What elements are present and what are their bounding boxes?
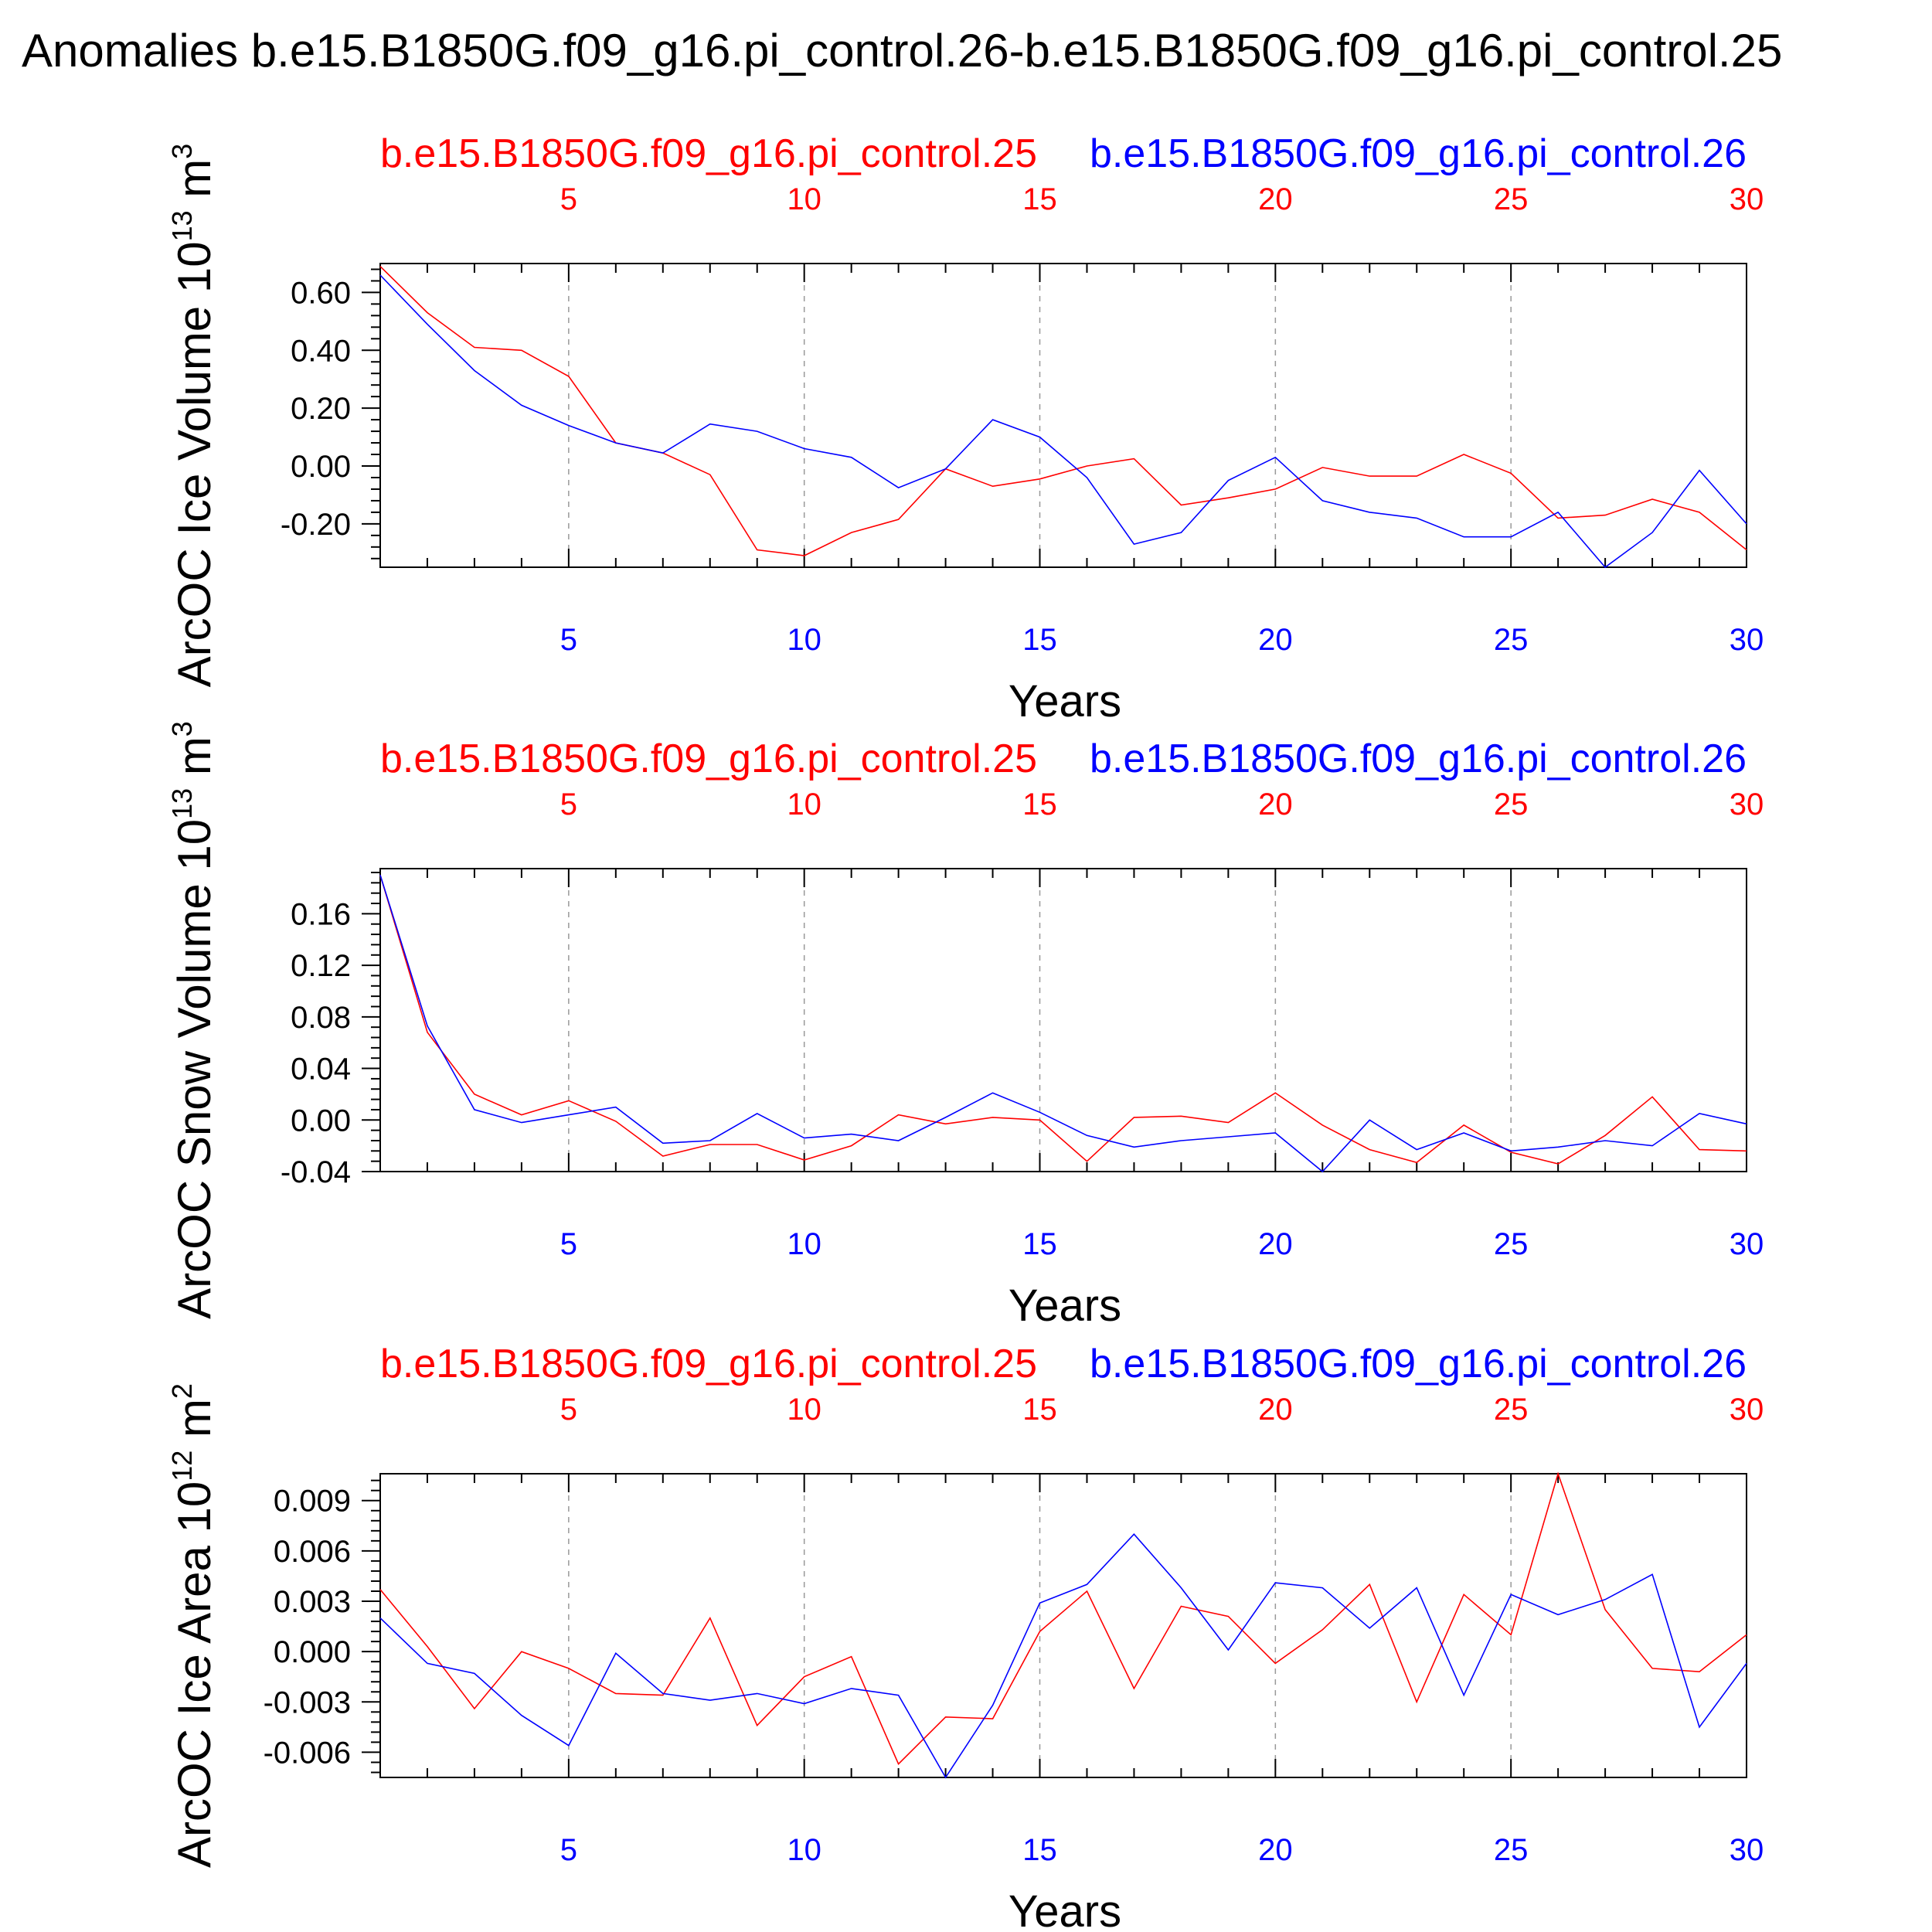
y-tick-label: -0.006 xyxy=(264,1736,351,1770)
y-tick-label: 0.00 xyxy=(291,1104,351,1138)
bottom-x-tick-label: 25 xyxy=(1494,1833,1529,1867)
bottom-x-tick-label: 10 xyxy=(787,1833,821,1867)
top-x-tick-label: 10 xyxy=(787,787,821,821)
series-label-run26: b.e15.B1850G.f09_g16.pi_control.26 xyxy=(1090,1342,1747,1386)
y-tick-label: 0.12 xyxy=(291,949,351,983)
top-x-tick-label: 5 xyxy=(560,1393,577,1427)
plot-frame xyxy=(379,263,1747,568)
figure-title: Anomalies b.e15.B1850G.f09_g16.pi_contro… xyxy=(22,25,1782,77)
chart-panel-3: -0.006 -0.003 0.000 0.003 0.006 0.009 5 5 10 10 15… xyxy=(166,1342,1764,1932)
series-label-run25: b.e15.B1850G.f09_g16.pi_control.25 xyxy=(380,736,1037,781)
bottom-x-tick-label: 10 xyxy=(787,1227,821,1261)
x-axis-label: Years xyxy=(1009,676,1121,726)
y-tick-label: 0.16 xyxy=(291,897,351,931)
bottom-x-tick-label: 20 xyxy=(1258,623,1293,657)
bottom-x-tick-label: 10 xyxy=(787,623,821,657)
top-x-tick-label: 25 xyxy=(1494,1393,1529,1427)
y-tick-label: 0.003 xyxy=(274,1585,351,1619)
y-tick-label: 0.006 xyxy=(274,1535,351,1569)
y-tick-label: 0.20 xyxy=(291,392,351,426)
y-tick-label: -0.003 xyxy=(264,1685,351,1719)
series-label-run26: b.e15.B1850G.f09_g16.pi_control.26 xyxy=(1090,131,1747,176)
bottom-x-tick-label: 15 xyxy=(1022,1227,1057,1261)
bottom-x-tick-label: 30 xyxy=(1730,1227,1764,1261)
top-x-tick-label: 15 xyxy=(1022,1393,1057,1427)
top-x-tick-label: 15 xyxy=(1022,787,1057,821)
bottom-x-tick-label: 25 xyxy=(1494,1227,1529,1261)
y-tick-label: 0.000 xyxy=(274,1635,351,1669)
top-x-tick-label: 25 xyxy=(1494,182,1529,216)
bottom-x-tick-label: 25 xyxy=(1494,623,1529,657)
top-x-tick-label: 10 xyxy=(787,182,821,216)
series-line-run25 xyxy=(379,1471,1747,1765)
plot-frame xyxy=(379,868,1747,1172)
top-x-tick-label: 30 xyxy=(1730,182,1764,216)
chart-panel-2: -0.04 0.00 0.04 0.08 0.12 0.16 5 5 10 10 15 15 20 20 2… xyxy=(166,721,1764,1331)
y-tick-label: 0.40 xyxy=(291,334,351,368)
bottom-x-tick-label: 30 xyxy=(1730,1833,1764,1867)
bottom-x-tick-label: 5 xyxy=(560,1833,577,1867)
y-tick-label: 0.04 xyxy=(291,1053,351,1087)
series-label-run26: b.e15.B1850G.f09_g16.pi_control.26 xyxy=(1090,736,1747,781)
y-tick-label: 0.08 xyxy=(291,1001,351,1035)
top-x-tick-label: 20 xyxy=(1258,787,1293,821)
series-line-run26 xyxy=(379,1533,1747,1779)
bottom-x-tick-label: 5 xyxy=(560,1227,577,1261)
chart-panels: -0.20 0.00 0.20 0.40 0.60 5 5 10 10 15 15 20 20 25 25 3… xyxy=(166,131,1764,1932)
top-x-tick-label: 20 xyxy=(1258,182,1293,216)
y-axis-label: ArcOC Ice Area 1012 m2 xyxy=(166,1383,220,1868)
bottom-x-tick-label: 15 xyxy=(1022,1833,1057,1867)
top-x-tick-label: 10 xyxy=(787,1393,821,1427)
y-tick-label: 0.60 xyxy=(291,276,351,310)
y-axis-label: ArcOC Snow Volume 1013 m3 xyxy=(166,721,220,1319)
y-tick-label: 0.00 xyxy=(291,450,351,484)
y-tick-label: 0.009 xyxy=(274,1485,351,1519)
bottom-x-tick-label: 15 xyxy=(1022,623,1057,657)
series-label-run25: b.e15.B1850G.f09_g16.pi_control.25 xyxy=(380,131,1037,176)
top-x-tick-label: 20 xyxy=(1258,1393,1293,1427)
bottom-x-tick-label: 30 xyxy=(1730,623,1764,657)
series-line-run26 xyxy=(379,875,1747,1173)
bottom-x-tick-label: 5 xyxy=(560,623,577,657)
bottom-x-tick-label: 20 xyxy=(1258,1227,1293,1261)
chart-panel-1: -0.20 0.00 0.20 0.40 0.60 5 5 10 10 15 15 20 20 25 25 3… xyxy=(166,131,1764,726)
top-x-tick-label: 25 xyxy=(1494,787,1529,821)
x-axis-label: Years xyxy=(1009,1886,1121,1932)
series-line-run25 xyxy=(379,875,1747,1165)
series-line-run26 xyxy=(379,274,1747,569)
y-tick-label: -0.04 xyxy=(281,1155,351,1189)
top-x-tick-label: 5 xyxy=(560,787,577,821)
top-x-tick-label: 30 xyxy=(1730,787,1764,821)
top-x-tick-label: 5 xyxy=(560,182,577,216)
y-tick-label: -0.20 xyxy=(281,508,351,542)
series-label-run25: b.e15.B1850G.f09_g16.pi_control.25 xyxy=(380,1342,1037,1386)
y-axis-label: ArcOC Ice Volume 1013 m3 xyxy=(166,144,220,688)
top-x-tick-label: 15 xyxy=(1022,182,1057,216)
plot-frame xyxy=(379,1473,1747,1778)
x-axis-label: Years xyxy=(1009,1281,1121,1331)
series-line-run25 xyxy=(379,266,1747,556)
bottom-x-tick-label: 20 xyxy=(1258,1833,1293,1867)
top-x-tick-label: 30 xyxy=(1730,1393,1764,1427)
